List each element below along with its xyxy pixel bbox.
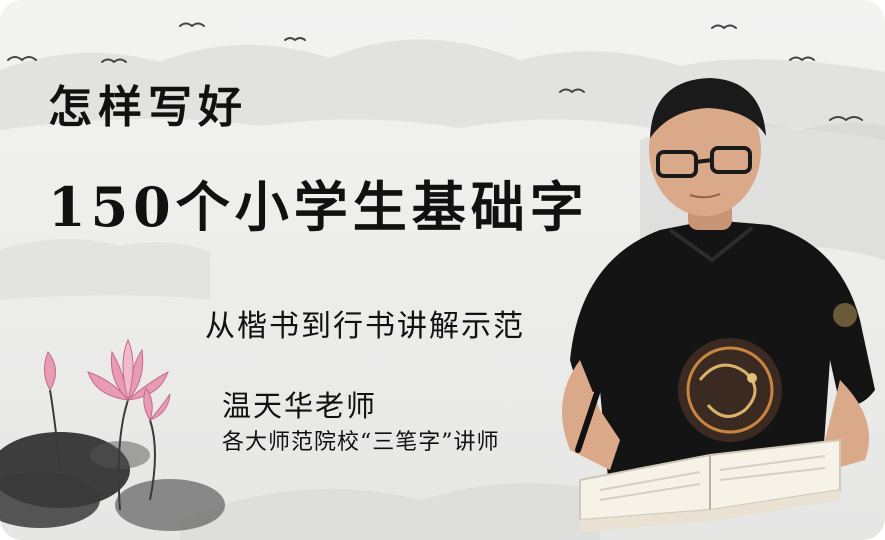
title-line-1: 怎样写好 — [48, 82, 248, 133]
ink-mountains-bottom — [180, 482, 600, 540]
hair — [650, 78, 766, 138]
subtitle: 从楷书到行书讲解示范 — [205, 309, 525, 344]
glasses-icon — [656, 146, 752, 178]
lotus-stems — [49, 389, 156, 511]
bird-icon — [789, 56, 815, 62]
teacher-photo — [562, 78, 875, 532]
dragon-embroidery — [678, 338, 782, 442]
lotus-leaves — [0, 432, 225, 531]
bird-icon — [7, 56, 37, 62]
bird-icon — [711, 24, 737, 30]
ink-mountains-left — [0, 238, 210, 300]
shirt-collar — [668, 226, 754, 263]
open-book-icon — [579, 438, 841, 532]
bird-icon — [559, 88, 585, 94]
teacher-description: 各大师范院校“三笔字”讲师 — [222, 430, 500, 455]
bird-icon — [179, 22, 205, 28]
head — [649, 84, 761, 216]
bird-icon — [829, 116, 863, 122]
bird-icon — [101, 58, 127, 64]
teacher-name: 温天华老师 — [222, 389, 378, 423]
lotus-flower-icon — [87, 338, 169, 402]
bird-icon — [284, 37, 306, 42]
sleeve-emblem — [833, 303, 857, 327]
lotus-bud-icon — [44, 351, 56, 392]
lotus-flowers — [44, 338, 171, 422]
lotus-flower-small-icon — [143, 386, 171, 422]
title-line-2: 150个小学生基础字 — [48, 175, 589, 239]
pen-icon — [575, 387, 601, 453]
flying-birds — [7, 22, 863, 122]
